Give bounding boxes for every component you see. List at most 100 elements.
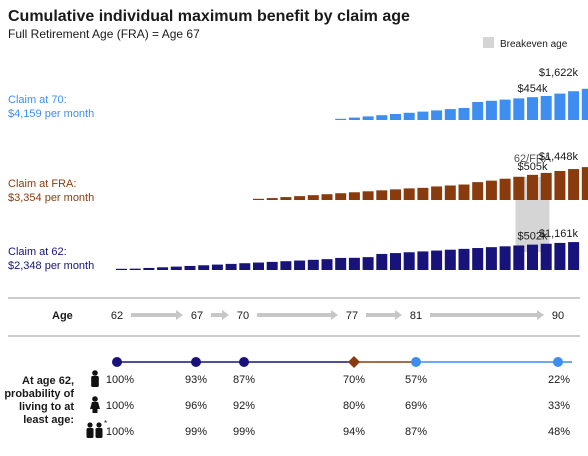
bar	[280, 197, 292, 200]
bar	[143, 267, 155, 270]
bar	[225, 263, 237, 270]
bar	[444, 109, 456, 120]
bar	[485, 180, 497, 200]
bar	[321, 259, 333, 270]
bar	[431, 110, 443, 120]
bar	[499, 178, 511, 200]
bar	[417, 187, 429, 200]
bar	[321, 194, 333, 200]
timeline-marker	[411, 357, 421, 367]
bar	[568, 169, 580, 200]
bar	[540, 243, 552, 270]
value-label: $454k	[518, 83, 548, 95]
bar	[403, 252, 415, 270]
bar	[129, 268, 141, 270]
survival-value: 94%	[343, 426, 365, 438]
value-label: $1,448k	[539, 151, 579, 163]
series-name: Claim at 70:	[8, 94, 67, 106]
bar	[376, 115, 388, 120]
timeline-marker	[348, 356, 360, 368]
age-arrow-head	[331, 310, 338, 320]
svg-text:*: *	[104, 419, 107, 428]
survival-value: 87%	[233, 374, 255, 386]
bar	[417, 251, 429, 270]
series-sub: $2,348 per month	[8, 260, 94, 272]
breakeven-label: 62/FRA	[514, 153, 552, 165]
age-tick-label: 77	[346, 310, 358, 322]
bar	[458, 108, 470, 120]
age-tick-label: 81	[410, 310, 422, 322]
bar	[376, 253, 388, 270]
survival-value: 33%	[548, 400, 570, 412]
value-label: $1,161k	[539, 228, 579, 240]
couple-icon: *	[86, 419, 107, 438]
bar	[184, 265, 196, 270]
legend-swatch	[483, 37, 494, 48]
bar	[294, 260, 306, 270]
series-sub: $4,159 per month	[8, 108, 94, 120]
bar	[335, 257, 347, 270]
bar	[554, 242, 566, 270]
age-arrow-head	[222, 310, 229, 320]
age-arrow-head	[395, 310, 402, 320]
bar	[472, 248, 484, 270]
age-arrow-head	[537, 310, 544, 320]
survival-value: 22%	[548, 374, 570, 386]
bar	[362, 191, 374, 200]
bar	[253, 198, 264, 200]
bar	[513, 245, 525, 270]
survival-value: 57%	[405, 374, 427, 386]
age-tick-label: 70	[237, 310, 249, 322]
survival-value: 100%	[106, 400, 134, 412]
age-arrow-head	[176, 310, 183, 320]
bar	[485, 247, 497, 270]
timeline-marker	[191, 357, 201, 367]
bar	[307, 259, 319, 270]
bar	[581, 88, 588, 120]
bar	[568, 91, 580, 120]
bar	[513, 176, 525, 200]
bar	[198, 265, 210, 270]
bar	[280, 261, 292, 270]
bar	[116, 268, 127, 270]
survival-value: 99%	[233, 426, 255, 438]
age-axis-label: Age	[52, 310, 73, 322]
bar	[348, 257, 360, 270]
bar	[376, 190, 388, 200]
bar	[554, 170, 566, 200]
survival-value: 100%	[106, 426, 134, 438]
bar	[499, 99, 511, 120]
bar	[527, 97, 538, 120]
man-icon	[91, 370, 99, 387]
series-name: Claim at 62:	[8, 246, 67, 258]
bar	[362, 257, 374, 270]
bar	[211, 264, 223, 270]
survival-value: 87%	[405, 426, 427, 438]
bar	[485, 100, 497, 120]
bar	[431, 186, 443, 200]
bar	[403, 188, 415, 200]
bar	[266, 198, 278, 200]
bar	[157, 267, 169, 270]
bar	[335, 118, 347, 120]
bar	[253, 262, 264, 270]
survival-value: 92%	[233, 400, 255, 412]
survival-value: 99%	[185, 426, 207, 438]
bar	[527, 174, 538, 200]
chart-title: Cumulative individual maximum benefit by…	[8, 8, 410, 25]
bar	[417, 111, 429, 120]
bar	[554, 93, 566, 120]
bar	[458, 184, 470, 200]
series-name: Claim at FRA:	[8, 178, 76, 190]
bar	[444, 185, 456, 200]
survival-label: At age 62, probability of living to at leas…	[4, 375, 74, 426]
bar	[348, 192, 360, 200]
bar	[307, 195, 319, 200]
age-tick-label: 67	[191, 310, 203, 322]
bar	[170, 266, 182, 270]
survival-value: 93%	[185, 374, 207, 386]
bar	[540, 95, 552, 120]
legend-label: Breakeven age	[500, 39, 568, 50]
bar	[540, 172, 552, 200]
